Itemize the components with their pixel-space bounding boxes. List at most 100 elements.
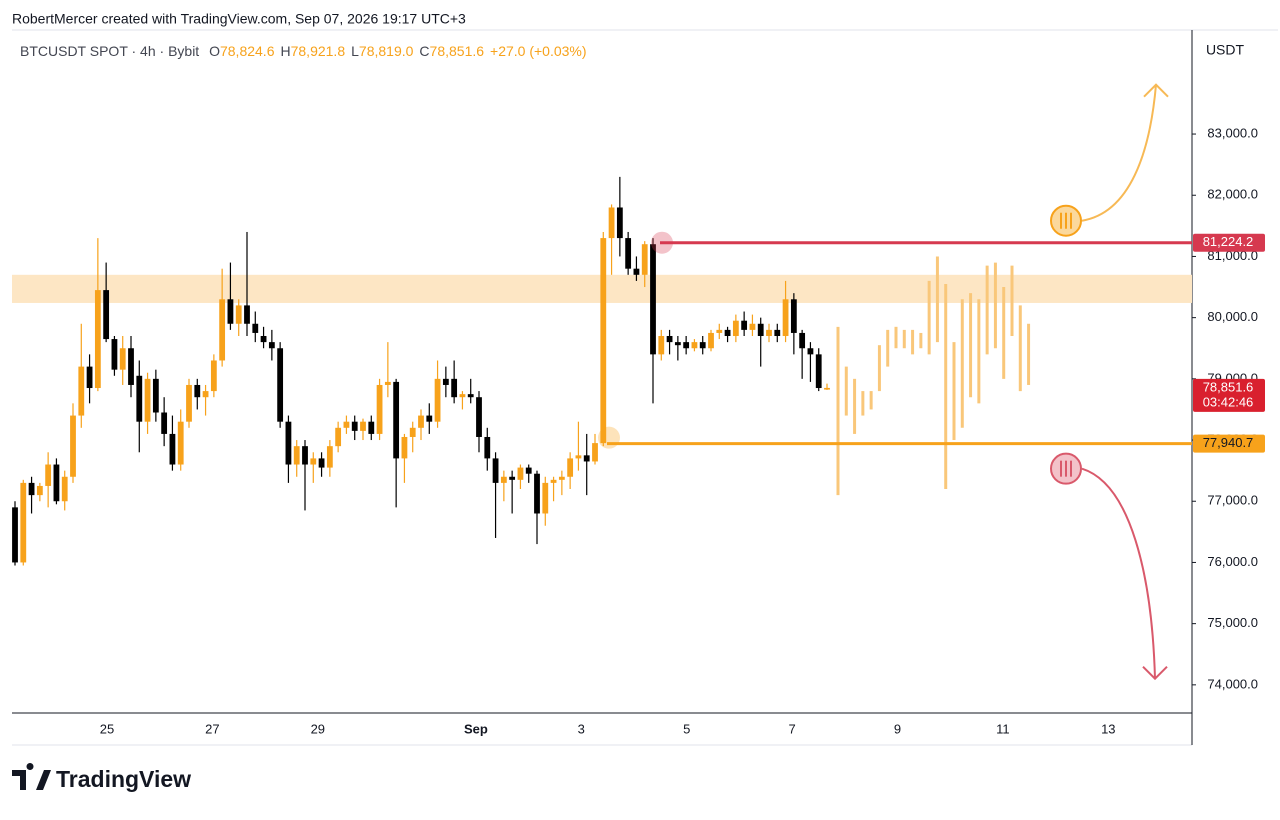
logo: TradingView xyxy=(12,763,191,792)
candle-body xyxy=(103,290,110,340)
candle-body xyxy=(28,482,35,496)
candle-body xyxy=(732,320,739,337)
x-tick-label: 9 xyxy=(894,721,901,736)
candle-body xyxy=(384,381,391,385)
candle-body xyxy=(766,329,772,337)
candle-body xyxy=(36,485,43,496)
candle-body xyxy=(78,366,85,416)
candle-body xyxy=(293,446,300,465)
candle-body xyxy=(708,332,714,349)
candle-body xyxy=(575,455,582,459)
candle-body xyxy=(376,384,383,434)
candle-body xyxy=(525,467,532,474)
candle-body xyxy=(650,244,656,355)
candle-body xyxy=(202,391,209,398)
y-tick-label: 82,000.0 xyxy=(1207,187,1258,202)
candle-body xyxy=(517,467,524,480)
candle-body xyxy=(86,366,93,389)
author-line: RobertMercer created with TradingView.co… xyxy=(12,11,466,27)
candle-body xyxy=(666,336,673,343)
candle-body xyxy=(467,394,474,398)
candle-body xyxy=(683,342,690,349)
candle-body xyxy=(451,378,458,398)
candle-body xyxy=(815,354,822,389)
y-tick-label: 80,000.0 xyxy=(1207,309,1258,324)
candle-body xyxy=(194,384,201,398)
candle-body xyxy=(426,415,433,422)
x-tick-label: 11 xyxy=(996,721,1010,736)
last-price-label: 78,851.6 xyxy=(1203,379,1254,394)
candle-body xyxy=(418,415,424,428)
symbol-legend: BTCUSDT SPOT · 4h · Bybit O78,824.6 H78,9… xyxy=(20,43,587,59)
legend-key: O xyxy=(209,43,220,59)
y-unit: USDT xyxy=(1206,42,1245,58)
legend-key: C xyxy=(419,43,429,59)
candle-body xyxy=(600,238,607,444)
candle-body xyxy=(476,397,482,437)
candle-body xyxy=(699,342,706,349)
price-label-box xyxy=(1193,233,1265,252)
candle-body xyxy=(210,360,217,392)
candle-body xyxy=(119,348,126,370)
candle-body xyxy=(94,290,101,389)
candle-body xyxy=(716,329,723,333)
candle-body xyxy=(567,458,574,477)
candle-body xyxy=(674,342,681,346)
candle-body xyxy=(12,507,18,563)
candle-body xyxy=(128,348,134,385)
candle-body xyxy=(757,323,764,337)
candle-body xyxy=(641,244,648,275)
candle-body xyxy=(326,446,333,468)
price-label: 81,224.2 xyxy=(1203,234,1254,249)
candle-body xyxy=(144,378,151,422)
candle-body xyxy=(161,412,168,434)
legend-key: H xyxy=(280,43,290,59)
candle-body xyxy=(741,320,748,330)
candle-body xyxy=(824,387,830,390)
logo-icon xyxy=(12,763,51,790)
y-tick-label: 76,000.0 xyxy=(1207,554,1258,569)
candle-body xyxy=(360,421,366,431)
x-tick-label: 7 xyxy=(788,721,795,736)
candle-body xyxy=(318,458,325,468)
candle-body xyxy=(268,342,275,349)
candle-body xyxy=(749,323,756,330)
candle-body xyxy=(807,348,814,355)
candle-body xyxy=(509,476,516,480)
candle-body xyxy=(111,339,118,370)
legend-key: L xyxy=(351,43,359,59)
x-tick-label: Sep xyxy=(464,721,488,736)
candle-body xyxy=(442,378,449,385)
last-price-box xyxy=(1193,378,1265,412)
candle-body xyxy=(45,464,52,486)
x-tick-label: 27 xyxy=(205,721,219,736)
level-anchor xyxy=(598,426,620,449)
candle-body xyxy=(252,323,259,333)
candle-body xyxy=(136,375,143,422)
x-tick-label: 13 xyxy=(1101,721,1115,736)
price-label: 77,940.7 xyxy=(1203,435,1254,450)
candle-body xyxy=(625,238,632,269)
candle-body xyxy=(592,443,598,462)
candle-body xyxy=(409,427,416,437)
legend-value: 78,824.6 xyxy=(220,43,275,59)
candle-body xyxy=(583,455,590,462)
x-tick-label: 25 xyxy=(100,721,114,736)
y-tick-label: 77,000.0 xyxy=(1207,493,1258,508)
candle-body xyxy=(227,299,234,324)
price-label-box xyxy=(1193,434,1265,453)
candle-body xyxy=(335,427,342,447)
candle-body xyxy=(235,305,242,324)
level-anchor xyxy=(651,231,673,254)
candle-body xyxy=(492,458,499,483)
candle-body xyxy=(401,436,408,459)
candle-body xyxy=(558,476,565,480)
bull-arrow xyxy=(1081,83,1169,222)
candle-body xyxy=(459,394,466,398)
candle-body xyxy=(70,415,76,477)
x-tick-label: 29 xyxy=(311,721,325,736)
candle-body xyxy=(790,299,797,333)
candle-body xyxy=(608,207,615,239)
